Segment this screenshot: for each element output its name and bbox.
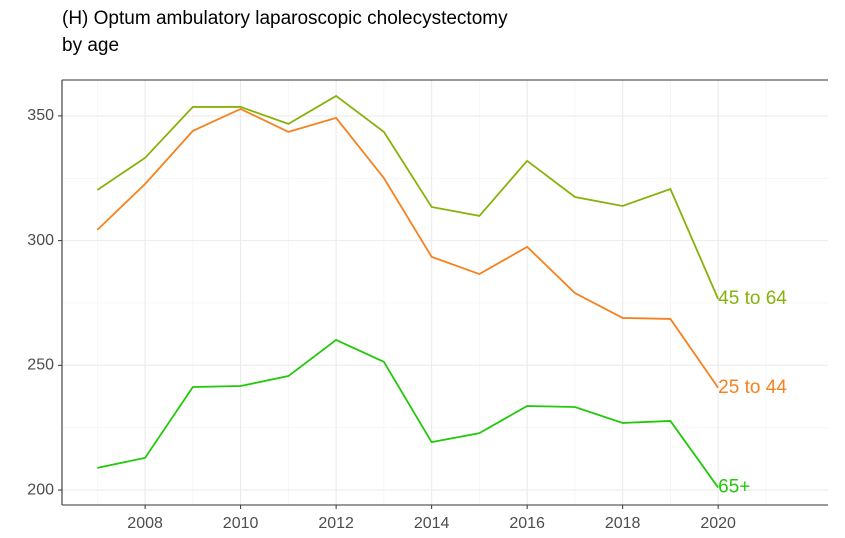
x-tick-label: 2016 [509,515,545,532]
x-tick-label: 2018 [605,515,641,532]
series-line [96,107,719,389]
series-line [97,338,719,489]
x-tick-label: 2010 [223,515,259,532]
x-tick-label: 2014 [414,515,450,532]
y-tick-label: 250 [27,357,54,374]
y-tick-label: 300 [27,232,54,249]
series-line [96,94,719,300]
y-tick-label: 350 [27,107,54,124]
x-tick-label: 2008 [127,515,163,532]
series-label: 45 to 64 [718,288,787,309]
chart-title: (H) Optum ambulatory laparoscopic cholec… [62,8,508,56]
x-tick-label: 2020 [700,515,736,532]
x-tick-label: 2012 [318,515,354,532]
series-label: 65+ [718,477,750,498]
y-tick-label: 200 [27,481,54,498]
series-label: 25 to 44 [718,377,787,398]
